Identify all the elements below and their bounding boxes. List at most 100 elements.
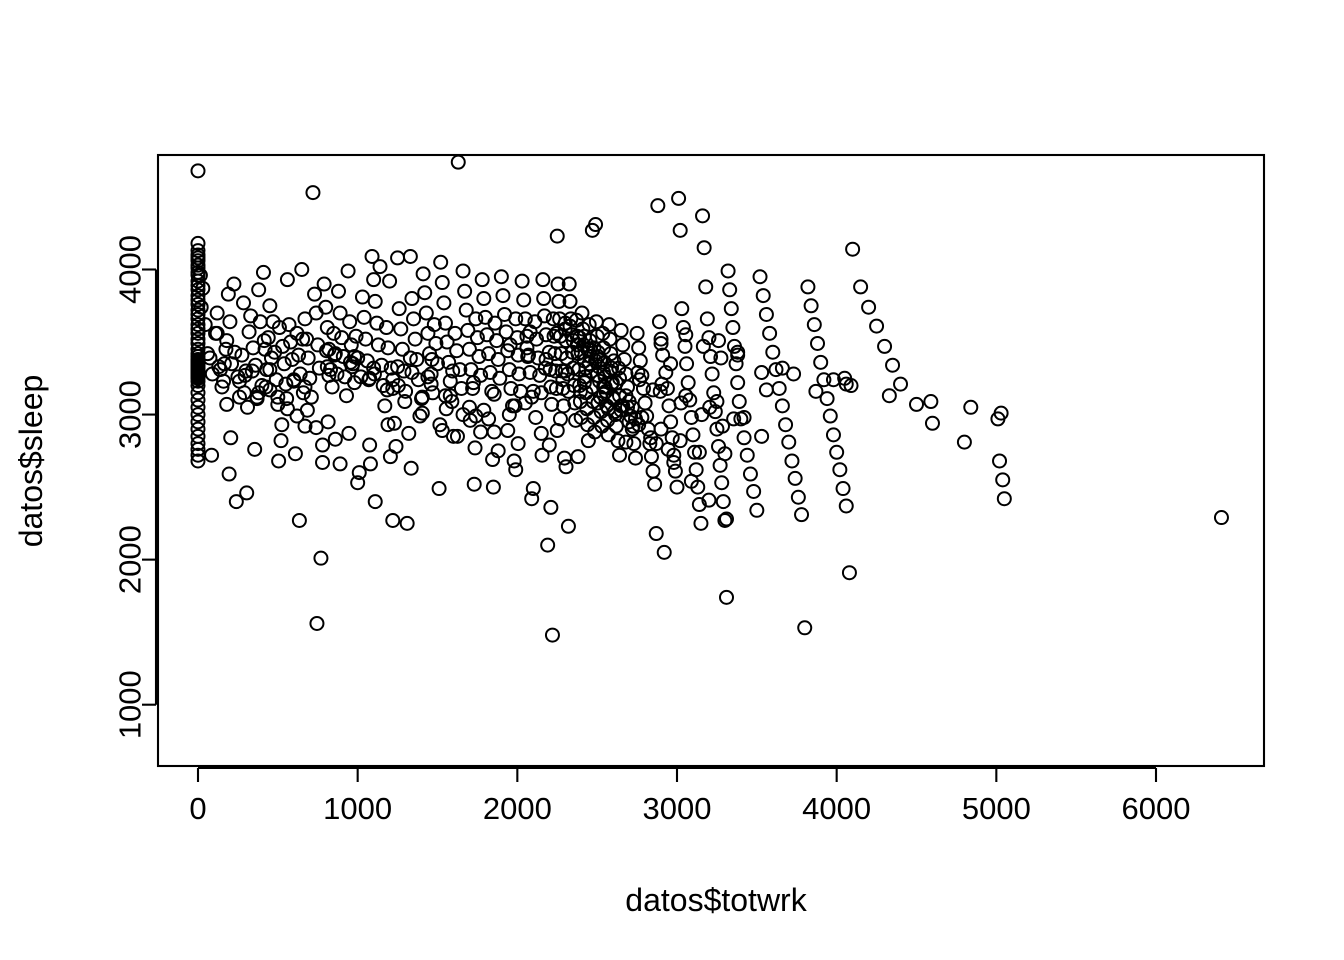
data-point (450, 154, 466, 170)
data-point (402, 248, 418, 264)
data-point (572, 330, 588, 346)
data-point (219, 333, 235, 349)
data-point (835, 481, 851, 497)
data-point (634, 409, 650, 425)
data-point (500, 423, 516, 439)
data-point (380, 340, 396, 356)
data-point (538, 351, 554, 367)
data-point (651, 314, 667, 330)
data-point (615, 337, 631, 353)
data-point (190, 441, 206, 457)
data-point (544, 396, 560, 412)
data-point (561, 276, 577, 292)
data-point (190, 253, 206, 269)
data-point (535, 272, 551, 288)
data-point (543, 499, 559, 515)
data-point (320, 414, 336, 430)
data-point (537, 360, 553, 376)
data-point (417, 285, 433, 301)
data-point (881, 388, 897, 404)
data-point (956, 434, 972, 450)
data-point (667, 463, 683, 479)
data-point (311, 360, 327, 376)
data-point (996, 491, 1012, 507)
data-point (370, 337, 386, 353)
data-point (218, 341, 234, 357)
data-point (394, 341, 410, 357)
data-point (372, 259, 388, 275)
data-point (730, 347, 746, 363)
data-point (190, 163, 206, 179)
data-point (226, 276, 242, 292)
data-point (806, 317, 822, 333)
data-point (260, 330, 276, 346)
data-point (319, 359, 335, 375)
data-point (797, 620, 813, 636)
data-point (562, 318, 578, 334)
data-point (675, 320, 691, 336)
data-point (332, 456, 348, 472)
data-point (485, 479, 501, 495)
data-point (434, 423, 450, 439)
data-point (378, 320, 394, 336)
data-point (295, 385, 311, 401)
data-point (190, 385, 206, 401)
data-point (555, 372, 571, 388)
y-axis-tick-label: 3000 (113, 380, 148, 449)
data-point (739, 447, 755, 463)
data-point (249, 391, 265, 407)
y-axis-title: datos$sleep (13, 375, 49, 548)
data-point (366, 360, 382, 376)
data-point (648, 526, 664, 542)
data-point (528, 409, 544, 425)
data-point (510, 347, 526, 363)
data-point (319, 343, 335, 359)
data-point (390, 359, 406, 375)
data-point (620, 399, 635, 415)
data-point (439, 334, 455, 350)
data-point (385, 512, 401, 528)
data-point (204, 447, 220, 463)
data-point (271, 453, 287, 469)
data-point (453, 380, 469, 396)
data-point (431, 481, 447, 497)
data-point (647, 476, 663, 492)
data-point (877, 338, 893, 354)
data-point (414, 389, 430, 405)
data-point (502, 337, 518, 353)
data-point (309, 615, 325, 631)
data-point (822, 408, 838, 424)
data-point (683, 409, 699, 425)
data-point (742, 466, 758, 482)
data-points-layer (190, 154, 1229, 643)
data-point (661, 398, 677, 414)
data-point (719, 589, 734, 605)
data-point (209, 325, 225, 341)
data-point (679, 356, 695, 372)
data-point (629, 325, 645, 341)
data-point (449, 428, 465, 444)
data-point (241, 324, 257, 340)
data-point (514, 273, 530, 289)
data-point (808, 383, 824, 399)
data-point (612, 388, 628, 404)
data-point (631, 372, 647, 388)
data-point (190, 453, 206, 469)
data-point (923, 394, 939, 410)
data-point (990, 411, 1006, 427)
data-point (663, 414, 679, 430)
data-point (541, 437, 557, 453)
data-point (279, 272, 295, 288)
data-point (525, 383, 541, 399)
data-point (660, 441, 676, 457)
data-point (338, 388, 354, 404)
data-point (362, 456, 378, 472)
data-point (255, 264, 271, 280)
data-point (645, 382, 661, 398)
data-point (754, 428, 770, 444)
data-point (627, 411, 643, 427)
data-point (190, 436, 206, 452)
data-point (557, 363, 573, 379)
data-point (232, 389, 248, 405)
data-point (608, 418, 624, 434)
